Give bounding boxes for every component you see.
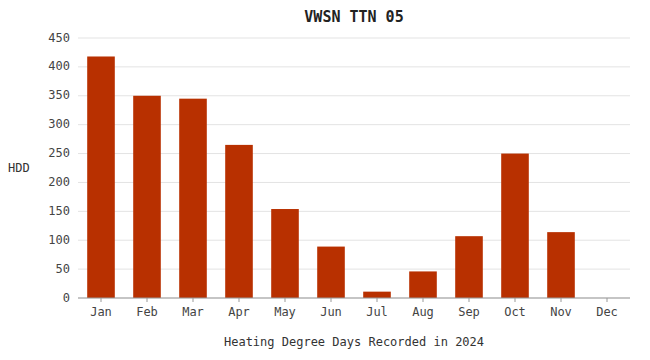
x-tick-label: Jul: [366, 305, 388, 319]
title: VWSN TTN 05: [304, 8, 403, 26]
x-tick: [331, 298, 332, 302]
x-tick: [377, 298, 378, 302]
x-tick-label: May: [274, 305, 296, 319]
bar: [87, 56, 115, 298]
x-tick: [561, 298, 562, 302]
x-tick: [101, 298, 102, 302]
bar: [363, 292, 391, 298]
x-tick-label: Apr: [228, 305, 250, 319]
bar: [225, 145, 253, 298]
x-tick: [607, 298, 608, 302]
x-axis-label: Heating Degree Days Recorded in 2024: [224, 335, 484, 349]
bar: [271, 209, 299, 298]
x-tick: [285, 298, 286, 302]
y-tick-label: 250: [48, 146, 70, 160]
x-tick-label: Jun: [320, 305, 342, 319]
x-tick-label: Feb: [136, 305, 158, 319]
bar: [455, 236, 483, 298]
y-tick-label: 350: [48, 88, 70, 102]
grid-line: [78, 298, 630, 299]
x-axis-line: [78, 298, 630, 299]
x-tick-label: Oct: [504, 305, 526, 319]
y-grid: [78, 38, 630, 298]
y-tick-label: 400: [48, 59, 70, 73]
x-tick: [469, 298, 470, 302]
bar: [501, 154, 529, 298]
bar: [317, 247, 345, 298]
y-tick-label: 100: [48, 233, 70, 247]
y-tick-label: 0: [63, 291, 70, 305]
y-tick-label: 450: [48, 31, 70, 45]
bar: [409, 271, 437, 298]
bar: [133, 96, 161, 298]
x-tick-label: Jan: [90, 305, 112, 319]
x-tick: [239, 298, 240, 302]
x-tick-label: Mar: [182, 305, 204, 319]
grid-line: [78, 38, 630, 39]
chart-container: 0 50 100 150 200 250 300 350 400 450 Jan Feb Mar Apr M…: [0, 0, 650, 360]
y-tick-label: 150: [48, 204, 70, 218]
x-tick-label: Aug: [412, 305, 434, 319]
x-tick-label: Nov: [550, 305, 572, 319]
chart-svg: 0 50 100 150 200 250 300 350 400 450 Jan Feb Mar Apr M…: [0, 0, 650, 360]
y-tick-label: 200: [48, 175, 70, 189]
bar: [547, 232, 575, 298]
bar: [179, 99, 207, 298]
x-tick: [423, 298, 424, 302]
y-tick-label: 50: [56, 262, 70, 276]
bars: [87, 56, 575, 298]
y-tick-label: 300: [48, 117, 70, 131]
y-axis-label: HDD: [8, 161, 30, 175]
x-tick: [193, 298, 194, 302]
x-tick-label: Dec: [596, 305, 618, 319]
x-tick-label: Sep: [458, 305, 480, 319]
grid-line: [78, 66, 630, 67]
x-tick: [515, 298, 516, 302]
x-tick: [147, 298, 148, 302]
